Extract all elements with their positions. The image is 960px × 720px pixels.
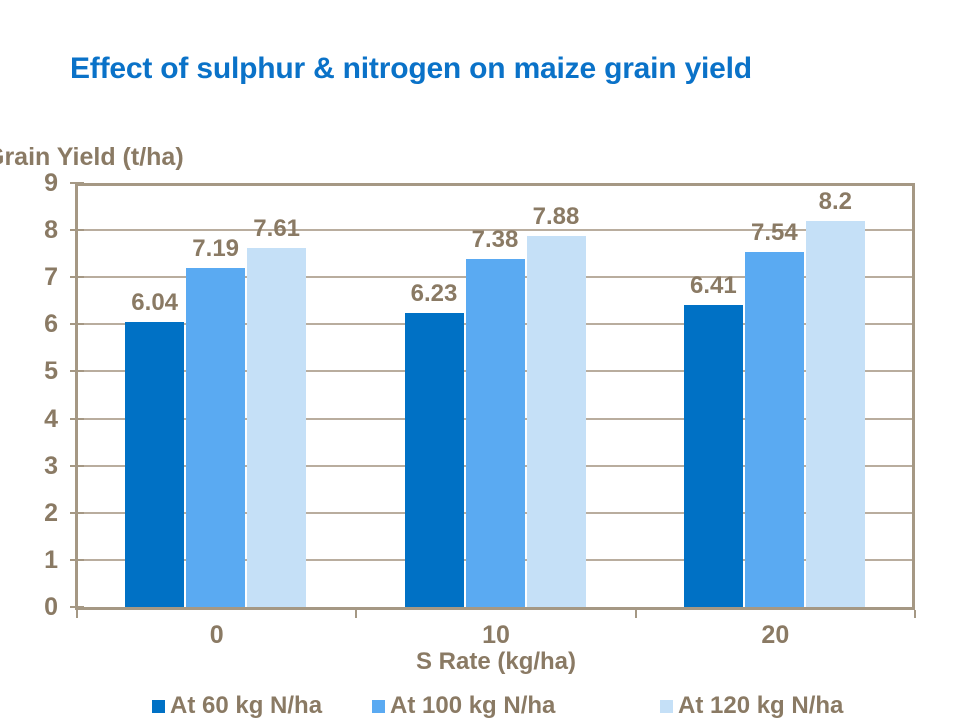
legend-swatch-icon	[660, 700, 673, 713]
bar-series-3	[805, 220, 865, 607]
legend-label: At 120 kg N/ha	[678, 692, 844, 719]
y-axis-tick-label: 4	[44, 404, 58, 433]
y-axis-tick-label: 5	[44, 357, 58, 386]
x-axis-tick-label: 20	[761, 621, 790, 649]
y-axis-line	[75, 183, 78, 610]
legend-label: At 100 kg N/ha	[390, 692, 556, 719]
bar-value-label: 6.23	[410, 280, 458, 308]
bar-value-label: 7.19	[192, 235, 240, 263]
gridline	[77, 229, 915, 232]
y-axis-tick-label: 8	[44, 216, 58, 245]
y-axis-tick-label: 6	[44, 310, 58, 339]
legend-swatch-icon	[372, 700, 385, 713]
bar-series-2	[744, 251, 804, 607]
y-axis-tick-label: 9	[44, 169, 58, 197]
bar-value-label: 6.41	[689, 272, 737, 300]
y-axis-tick-label: 2	[44, 498, 58, 527]
bar-series-1	[125, 322, 185, 607]
x-axis-line	[75, 607, 915, 610]
bar-series-2	[465, 259, 525, 607]
legend-swatch-icon	[152, 700, 165, 713]
legend-label: At 60 kg N/ha	[170, 692, 323, 719]
y-axis-tick-label: 0	[44, 593, 58, 621]
x-axis-tick-mark	[914, 610, 916, 618]
y-axis-tick-label: 7	[44, 263, 58, 292]
plot-right-border	[912, 183, 915, 607]
bar-value-label: 8.2	[818, 187, 853, 215]
y-axis-tick-label: 1	[44, 545, 58, 574]
chart-title: Effect of sulphur & nitrogen on maize gr…	[70, 52, 752, 85]
bar-series-1	[404, 313, 464, 607]
bar-series-3	[247, 248, 307, 607]
bar-value-label: 7.38	[471, 226, 519, 254]
y-axis-title: Grain Yield (t/ha)	[0, 143, 184, 171]
x-axis-tick-mark	[76, 610, 78, 618]
x-axis-tick-mark	[634, 610, 637, 618]
x-axis-tick-label: 0	[209, 621, 224, 649]
bar-series-3	[526, 235, 586, 607]
bar-value-label: 7.88	[532, 202, 580, 230]
bar-series-2	[186, 268, 246, 607]
x-axis-tick-label: 10	[482, 621, 510, 649]
bar-series-1	[683, 305, 743, 607]
x-axis-title: S Rate (kg/ha)	[415, 648, 577, 675]
x-axis-tick-mark	[355, 610, 358, 618]
bar-value-label: 6.04	[131, 289, 179, 317]
plot-top-border	[77, 183, 915, 186]
bar-value-label: 7.61	[253, 215, 301, 243]
bar-value-label: 7.54	[750, 218, 798, 246]
y-axis-tick-label: 3	[44, 451, 58, 480]
